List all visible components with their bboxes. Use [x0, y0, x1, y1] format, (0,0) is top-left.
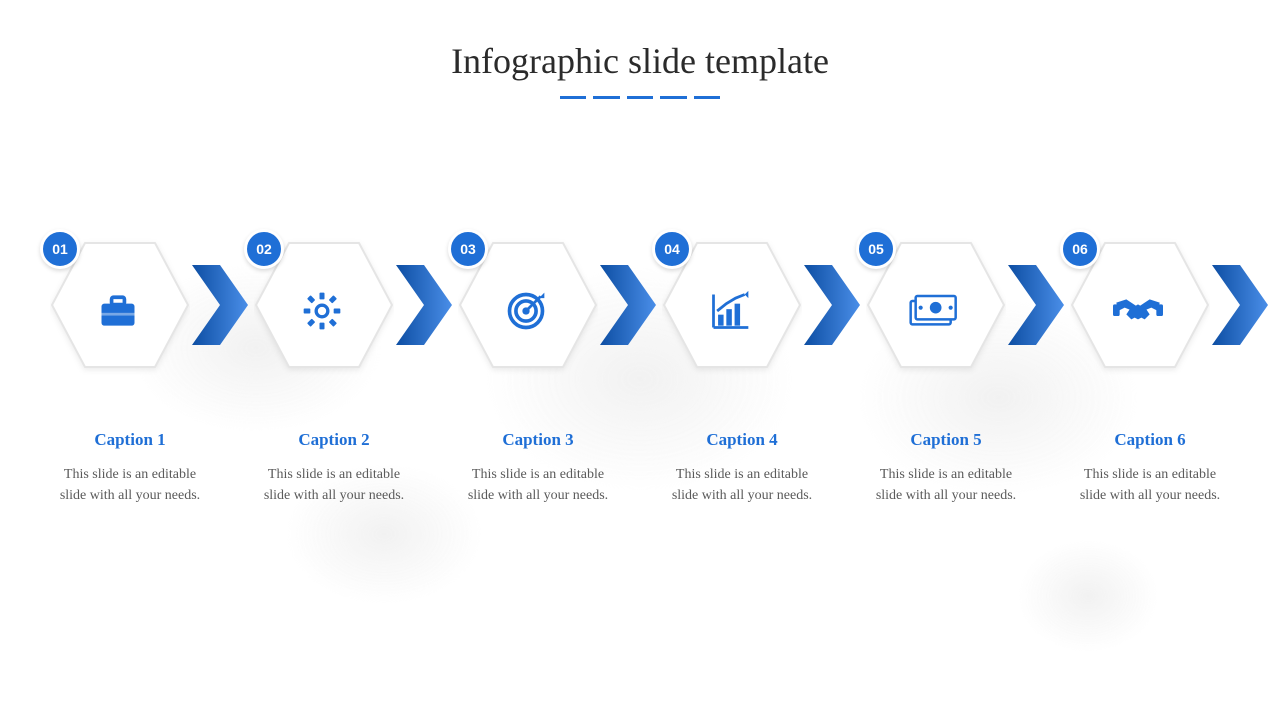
step-number-badge: 05 [856, 229, 896, 269]
caption-block: Caption 5 This slide is an editable slide… [856, 430, 1036, 506]
chevron-arrow-icon [804, 265, 860, 345]
chevron-arrow-icon [600, 265, 656, 345]
step-number-badge: 02 [244, 229, 284, 269]
caption-body: This slide is an editable slide with all… [1060, 464, 1240, 506]
caption-title: Caption 2 [244, 430, 424, 450]
hex-step-row: 01 02 03 04 [40, 235, 1240, 375]
chevron-arrow-icon [1008, 265, 1064, 345]
step-number-badge: 01 [40, 229, 80, 269]
hex-step: 06 [1060, 235, 1240, 375]
slide-title: Infographic slide template [0, 40, 1280, 82]
step-number-badge: 06 [1060, 229, 1100, 269]
gear-icon [294, 283, 350, 339]
caption-title: Caption 3 [448, 430, 628, 450]
caption-title: Caption 4 [652, 430, 832, 450]
caption-title: Caption 5 [856, 430, 1036, 450]
caption-body: This slide is an editable slide with all… [448, 464, 628, 506]
money-icon [906, 283, 962, 339]
caption-body: This slide is an editable slide with all… [40, 464, 220, 506]
target-icon [498, 283, 554, 339]
hex-step: 04 [652, 235, 832, 375]
caption-title: Caption 1 [40, 430, 220, 450]
title-underline [560, 96, 720, 99]
caption-body: This slide is an editable slide with all… [244, 464, 424, 506]
caption-block: Caption 3 This slide is an editable slide… [448, 430, 628, 506]
caption-block: Caption 1 This slide is an editable slide… [40, 430, 220, 506]
hex-step: 03 [448, 235, 628, 375]
hex-step: 01 [40, 235, 220, 375]
caption-block: Caption 2 This slide is an editable slide… [244, 430, 424, 506]
chevron-arrow-icon [1212, 265, 1268, 345]
step-number-badge: 03 [448, 229, 488, 269]
chevron-arrow-icon [396, 265, 452, 345]
caption-block: Caption 6 This slide is an editable slide… [1060, 430, 1240, 506]
bar-chart-icon [702, 283, 758, 339]
world-map-background [0, 100, 1280, 720]
chevron-arrow-icon [192, 265, 248, 345]
step-number-badge: 04 [652, 229, 692, 269]
caption-title: Caption 6 [1060, 430, 1240, 450]
caption-body: This slide is an editable slide with all… [856, 464, 1036, 506]
captions-row: Caption 1 This slide is an editable slide… [40, 430, 1240, 506]
caption-block: Caption 4 This slide is an editable slide… [652, 430, 832, 506]
hex-step: 02 [244, 235, 424, 375]
briefcase-icon [90, 283, 146, 339]
hex-step: 05 [856, 235, 1036, 375]
caption-body: This slide is an editable slide with all… [652, 464, 832, 506]
handshake-icon [1110, 283, 1166, 339]
